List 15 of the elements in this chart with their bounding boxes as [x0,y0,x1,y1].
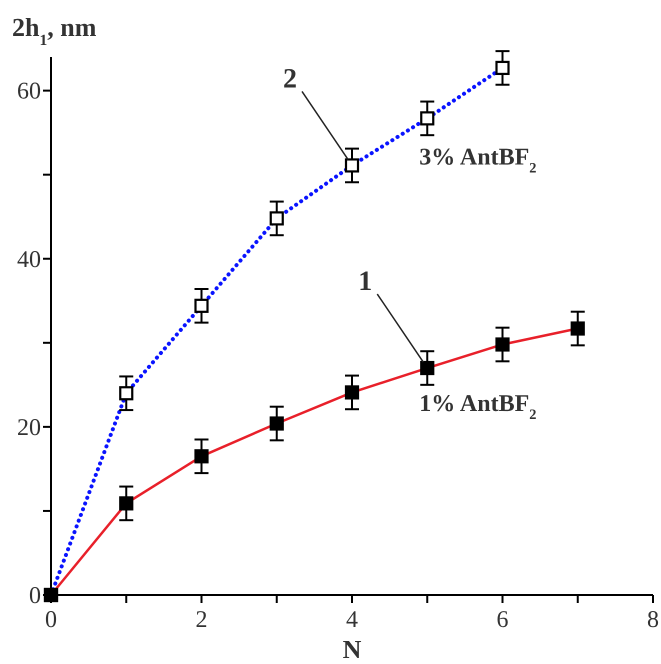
series-label: 3% AntBF$_{2}$ [419,144,536,176]
y-tick-label: 20 [17,414,41,441]
y-tick-label: 0 [29,583,41,609]
y-axis-title: 2h$_{1}$, nm [12,13,97,48]
y-tick-label: 60 [17,78,41,105]
series-label: 1% AntBF$_{2}$ [419,391,536,424]
y-tick-label: 40 [17,246,41,273]
annotation: 1 [358,266,372,298]
x-tick-label: 6 [496,607,508,633]
x-tick-label: 2 [196,607,208,633]
x-tick-label: 4 [346,607,358,633]
x-axis-title: N [342,635,362,664]
x-tick-label: 0 [45,607,57,633]
x-tick-label: 8 [647,607,659,633]
annotation: 2 [283,63,297,94]
